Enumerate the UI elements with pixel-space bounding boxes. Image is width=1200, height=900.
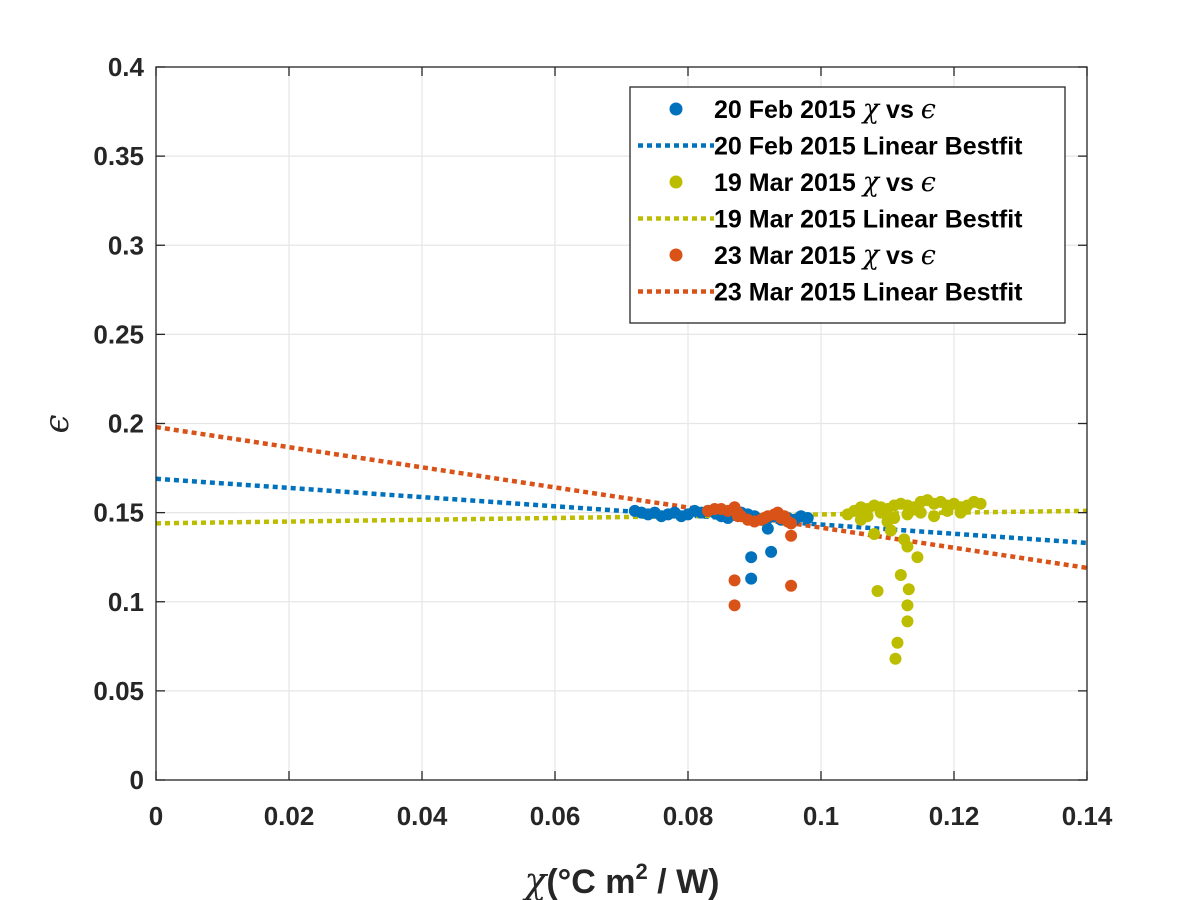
- data-point: [745, 572, 758, 585]
- legend-marker: [669, 248, 683, 262]
- x-tick-label: 0.06: [530, 801, 581, 831]
- data-point: [974, 497, 987, 510]
- y-tick-label: 0.2: [108, 409, 144, 439]
- x-tick-label: 0.14: [1062, 801, 1113, 831]
- legend-label: 19 Mar 2015 Linear Bestfit: [714, 206, 1023, 234]
- data-point: [911, 551, 924, 564]
- data-point: [745, 551, 758, 564]
- legend-label: 19 Mar 2015 χ vs ϵ: [714, 167, 936, 198]
- legend-label: 23 Mar 2015 Linear Bestfit: [714, 279, 1023, 307]
- data-point: [728, 574, 741, 587]
- plot-series: [155, 424, 1088, 665]
- y-tick-label: 0.1: [108, 587, 144, 617]
- data-point: [801, 511, 814, 524]
- legend-label: 23 Mar 2015 χ vs ϵ: [714, 240, 936, 271]
- data-point: [891, 636, 904, 649]
- legend-label: 20 Feb 2015 Linear Bestfit: [714, 133, 1023, 161]
- data-point: [884, 524, 897, 537]
- tick-labels: 0 0.02 0.04 0.06 0.08 0.1 0.12 0.14 0 0.05 0.1 0.15…: [93, 52, 1112, 831]
- x-axis-title: χ(°C m2 / W): [522, 859, 720, 900]
- x-tick-label: 0.02: [264, 801, 315, 831]
- x-tick-label: 0.04: [397, 801, 448, 831]
- legend-box: [629, 86, 1066, 324]
- axis-labels: χ(°C m2 / W) ϵ: [37, 414, 720, 900]
- y-tick-label: 0.35: [93, 141, 144, 171]
- data-point: [954, 506, 967, 519]
- y-axis-title: ϵ: [37, 414, 77, 433]
- data-point: [901, 540, 914, 553]
- legend: 20 Feb 2015 χ vs ϵ 20 Feb 2015 Linear Bes…: [629, 86, 1066, 324]
- bestfit-line: [155, 476, 1088, 546]
- x-tick-label: 0.12: [929, 801, 980, 831]
- data-point: [868, 528, 881, 541]
- data-point: [874, 506, 887, 519]
- data-point: [871, 585, 884, 598]
- data-point: [785, 529, 798, 542]
- data-point: [854, 513, 867, 526]
- legend-label: 20 Feb 2015 χ vs ϵ: [714, 94, 936, 125]
- y-tick-label: 0: [130, 765, 144, 795]
- data-point: [785, 579, 798, 592]
- data-point: [761, 522, 774, 535]
- legend-marker: [669, 175, 683, 189]
- y-tick-label: 0.4: [108, 52, 145, 82]
- x-tick-label: 0.08: [663, 801, 714, 831]
- y-tick-label: 0.3: [108, 230, 144, 260]
- axes: [155, 66, 1088, 781]
- data-point: [894, 569, 907, 582]
- data-point: [731, 510, 744, 523]
- data-point: [914, 506, 927, 519]
- y-tick-label: 0.15: [93, 498, 144, 528]
- x-tick-label: 0.1: [803, 801, 839, 831]
- data-point: [928, 510, 941, 523]
- legend-marker: [669, 102, 683, 116]
- data-point: [765, 545, 778, 558]
- data-point: [941, 504, 954, 517]
- y-tick-label: 0.05: [93, 676, 144, 706]
- data-point: [889, 652, 902, 665]
- bestfit-line: [155, 424, 1088, 571]
- y-tick-label: 0.25: [93, 319, 144, 349]
- data-point: [901, 599, 914, 612]
- x-tick-label: 0: [149, 801, 163, 831]
- data-point: [901, 615, 914, 628]
- data-point: [728, 599, 741, 612]
- data-point: [902, 583, 915, 596]
- data-point: [901, 508, 914, 521]
- data-point: [781, 515, 794, 528]
